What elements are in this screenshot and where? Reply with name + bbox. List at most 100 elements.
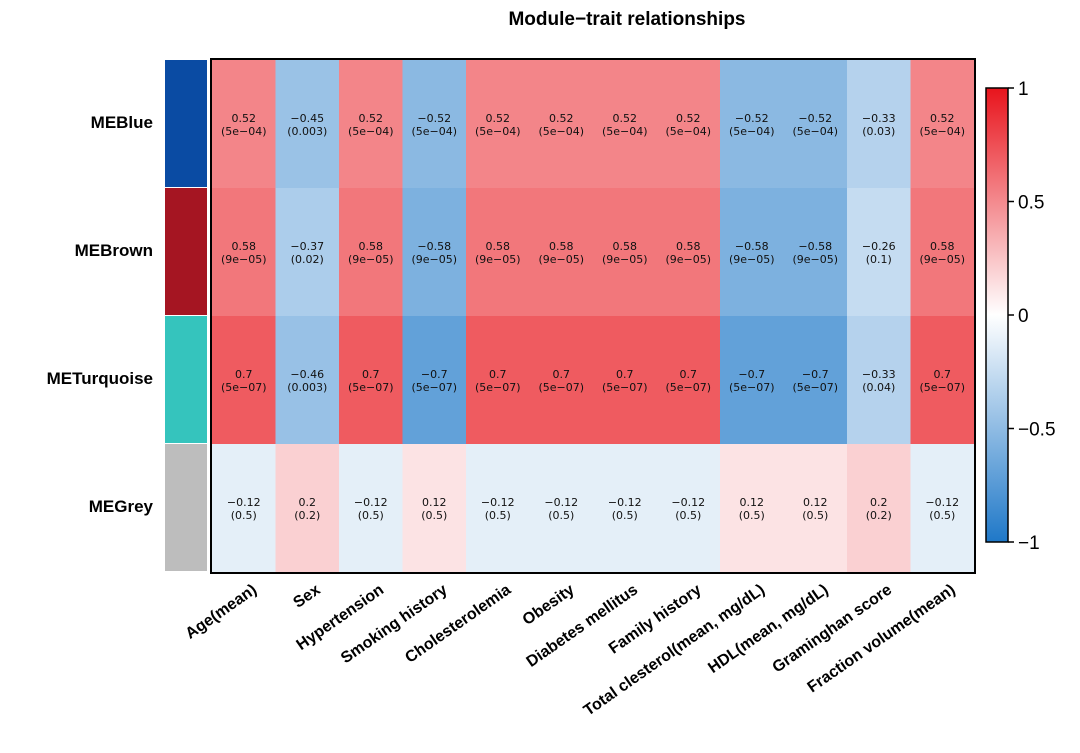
heatmap-cell [847,444,911,573]
heatmap-cell [466,316,530,445]
cell-correlation: 0.52 [549,112,574,125]
column-label: Sex [290,581,323,611]
cell-correlation: −0.33 [862,368,896,381]
cell-correlation: −0.33 [862,112,896,125]
cell-correlation: 0.7 [934,368,952,381]
heatmap-cell [720,316,784,445]
cell-correlation: 0.58 [549,240,574,253]
colorbar-gradient [985,87,1009,543]
heatmap-cell [529,188,594,317]
cell-pvalue: (5e−07) [411,381,457,394]
heatmap-cell [847,188,911,317]
heatmap-cell [466,444,530,573]
heatmap-cell [593,60,657,189]
cell-pvalue: (0.5) [929,509,955,522]
cell-correlation: 0.58 [930,240,955,253]
cell-correlation: 0.7 [616,368,634,381]
heatmap-cell [339,188,403,317]
cell-correlation: 0.58 [359,240,384,253]
heatmap-cell [593,444,657,573]
cell-correlation: −0.52 [798,112,832,125]
cell-pvalue: (0.5) [612,509,638,522]
cell-pvalue: (9e−05) [538,253,584,266]
cell-pvalue: (0.2) [866,509,892,522]
cell-correlation: 0.58 [613,240,638,253]
row-label: MEBlue [91,113,153,132]
cell-correlation: 0.2 [870,496,888,509]
cell-pvalue: (5e−04) [602,125,648,138]
module-color-bar [165,316,207,443]
cell-correlation: −0.58 [417,240,451,253]
cell-correlation: −0.52 [735,112,769,125]
cell-correlation: −0.26 [862,240,896,253]
heatmap-cell [783,316,848,445]
heatmap-border [210,58,976,574]
heatmap-cell [593,188,657,317]
heatmap-cell [720,444,784,573]
cell-correlation: 0.7 [553,368,571,381]
cell-pvalue: (9e−05) [665,253,711,266]
heatmap-cell [783,60,848,189]
cell-correlation: −0.58 [735,240,769,253]
cell-pvalue: (5e−04) [221,125,267,138]
cell-correlation: 0.7 [235,368,253,381]
cell-pvalue: (0.03) [862,125,895,138]
cell-correlation: −0.52 [417,112,451,125]
cell-correlation: 0.52 [486,112,511,125]
heatmap-cell [910,316,975,445]
cell-correlation: 0.52 [676,112,701,125]
heatmap-cell [466,188,530,317]
cell-pvalue: (9e−05) [348,253,394,266]
cell-pvalue: (0.04) [862,381,895,394]
cell-pvalue: (0.5) [485,509,511,522]
row-labels: MEBlue MEBrown METurquoise MEGrey [47,113,154,516]
heatmap-cell [783,444,848,573]
column-label: Obesity [520,581,578,629]
cell-pvalue: (0.5) [421,509,447,522]
colorbar-legend: 1 0.5 0 −0.5 −1 [985,79,1056,554]
heatmap-cell [402,60,467,189]
heatmap-cell [910,444,975,573]
cell-correlation: −0.7 [421,368,448,381]
colorbar-tick-label: −1 [1018,533,1040,554]
column-label: Smoking history [338,581,451,667]
cell-pvalue: (5e−07) [665,381,711,394]
cell-pvalue: (5e−04) [729,125,775,138]
cell-pvalue: (5e−07) [602,381,648,394]
cell-correlation: 0.12 [422,496,447,509]
heatmap-cell [656,444,721,573]
cell-correlation: 0.58 [676,240,701,253]
cell-pvalue: (5e−07) [475,381,521,394]
cell-pvalue: (0.003) [287,125,327,138]
heatmap-cell [339,60,403,189]
colorbar-tick-label: 1 [1018,79,1029,100]
heatmap-cell [212,316,276,445]
cell-correlation: 0.52 [930,112,955,125]
cell-correlation: 0.58 [486,240,511,253]
cell-pvalue: (5e−04) [665,125,711,138]
cell-pvalue: (0.5) [231,509,257,522]
cell-correlation: −0.12 [608,496,642,509]
cell-correlation: 0.52 [232,112,257,125]
cell-pvalue: (5e−07) [729,381,775,394]
heatmap-cell [339,316,403,445]
cell-pvalue: (0.2) [294,509,320,522]
module-color-bar [165,60,207,187]
cell-pvalue: (9e−05) [792,253,838,266]
cell-pvalue: (5e−07) [221,381,267,394]
cell-pvalue: (0.5) [802,509,828,522]
heatmap-cell [656,316,721,445]
cell-pvalue: (5e−07) [919,381,965,394]
heatmap-cell [656,60,721,189]
cell-pvalue: (9e−05) [919,253,965,266]
heatmap-cell [529,316,594,445]
cell-pvalue: (9e−05) [221,253,267,266]
cell-pvalue: (5e−07) [538,381,584,394]
heatmap-cell [275,316,340,445]
heatmap-cell [212,60,276,189]
heatmap-cell [593,316,657,445]
cell-correlation: 0.2 [299,496,317,509]
cell-correlation: 0.7 [362,368,380,381]
colorbar-ticks: 1 0.5 0 −0.5 −1 [1008,79,1056,554]
